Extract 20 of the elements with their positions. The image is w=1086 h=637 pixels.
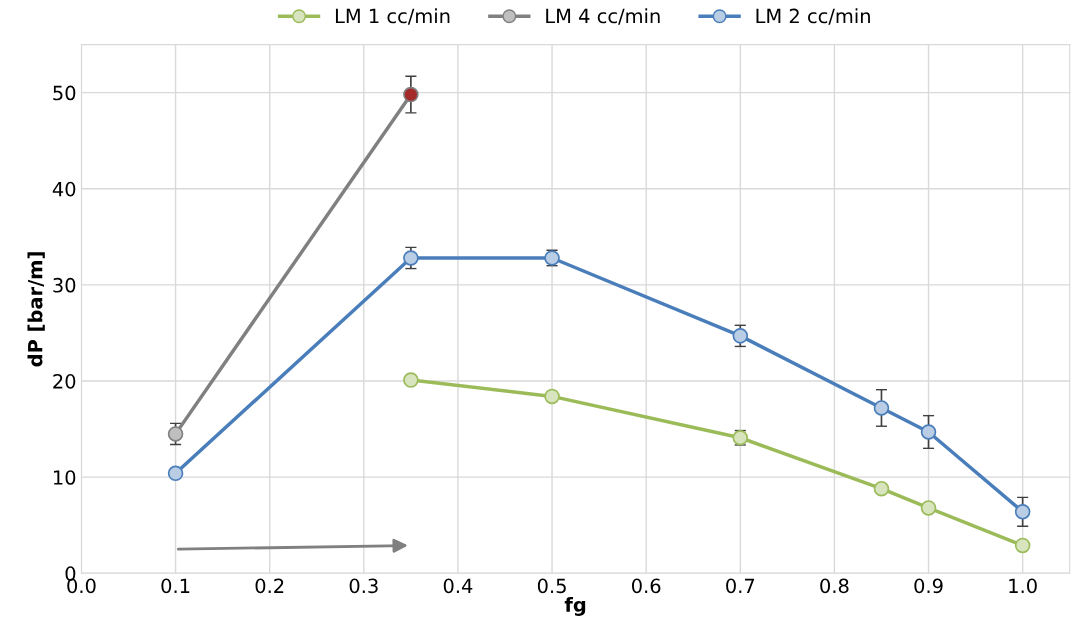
x-axis-title: fg [564, 596, 586, 616]
x-tick-label: 0.9 [914, 578, 943, 594]
y-tick-label: 30 [53, 277, 76, 293]
x-tick-label: 0.6 [631, 578, 661, 594]
x-tick-label: 0.3 [349, 578, 378, 594]
x-tick-label: 0.5 [537, 578, 566, 594]
x-tick-label: 0.2 [255, 578, 284, 594]
y-axis-title: dP [bar/m] [27, 252, 45, 367]
y-tick-label: 50 [53, 85, 76, 101]
y-tick-label: 20 [53, 374, 76, 389]
x-tick-label: 1.0 [1009, 578, 1037, 594]
x-tick-label: 0.8 [820, 578, 849, 594]
x-tick-label: 0.1 [161, 578, 190, 594]
legend-label: LM 4 cc/min [546, 8, 660, 25]
y-tick-label: 10 [53, 470, 76, 485]
y-tick-label: 40 [52, 181, 76, 197]
legend-label: LM 1 cc/min [335, 8, 450, 25]
x-tick-label: 0.4 [443, 578, 473, 594]
legend-label: LM 2 cc/min [756, 8, 870, 25]
x-tick-label: 0.7 [726, 578, 755, 594]
